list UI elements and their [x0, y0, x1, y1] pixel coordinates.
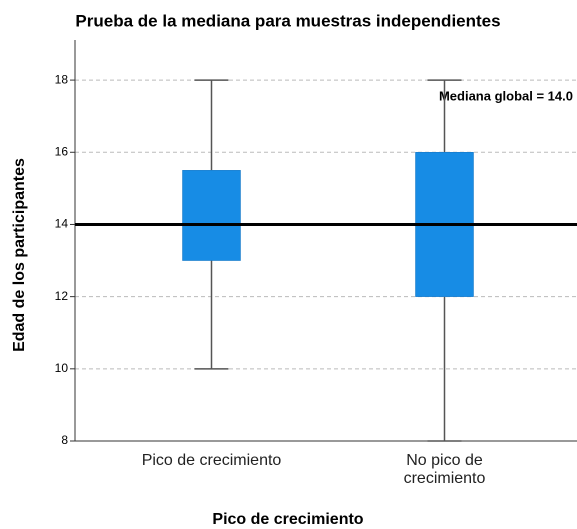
y-tick-label: 16: [55, 144, 69, 158]
y-tick-label: 14: [55, 217, 69, 231]
annotation: Mediana global = 14.0: [439, 88, 573, 103]
y-tick-label: 8: [61, 433, 68, 447]
chart-title: Prueba de la mediana para muestras indep…: [75, 11, 500, 30]
y-tick-label: 10: [55, 361, 69, 375]
box: [182, 170, 241, 261]
x-tick-label: No pico de crecimiento: [403, 452, 486, 487]
y-axis-title: Edad de los participantes: [11, 158, 28, 352]
y-tick-label: 12: [55, 289, 69, 303]
y-tick-label: 18: [55, 72, 69, 86]
x-tick-label: Pico de crecimiento: [141, 452, 282, 469]
x-axis-title: Pico de crecimiento: [212, 511, 363, 528]
